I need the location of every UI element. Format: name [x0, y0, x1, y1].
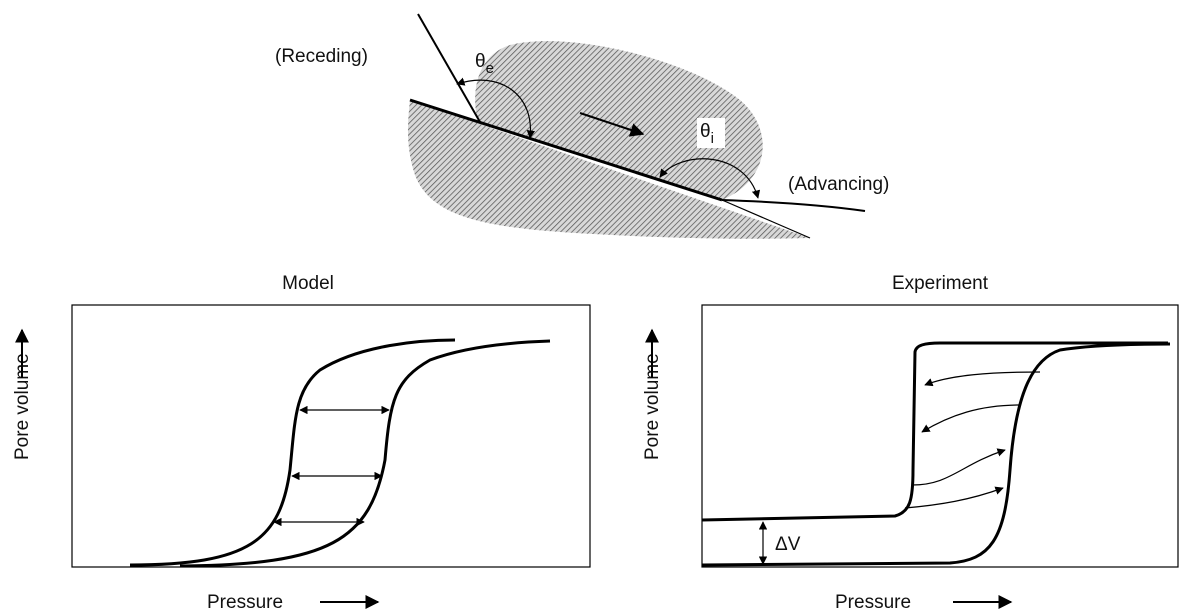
- substrate-line: [721, 199, 866, 212]
- theta-subscript: i: [711, 130, 714, 147]
- delta-v-label: ΔV: [775, 534, 801, 555]
- advancing-label: (Advancing): [788, 174, 889, 195]
- theta-e-arc: [456, 77, 536, 139]
- curve: [701, 342, 1171, 567]
- model-panel: Model Pore volume Pressure: [12, 273, 591, 611]
- y-axis-label: Pore volume: [12, 353, 33, 460]
- theta-i-label: θi: [700, 121, 714, 147]
- panel-title: Model: [282, 273, 334, 294]
- receding-label: (Receding): [275, 46, 368, 67]
- plot-frame: [701, 304, 1179, 568]
- scanning-curve: [904, 486, 1004, 509]
- theta-subscript: e: [486, 60, 494, 77]
- x-axis-label: Pressure: [835, 592, 911, 611]
- y-axis-label: Pore volume: [642, 353, 663, 460]
- theta-symbol: θ: [700, 121, 711, 142]
- panel-title: Experiment: [892, 273, 989, 294]
- surface-edge: [721, 199, 811, 239]
- scanning-curve: [911, 448, 1006, 486]
- curve: [129, 338, 456, 567]
- scanning-curve: [921, 404, 1021, 433]
- theta-symbol: θ: [475, 51, 486, 72]
- curve: [179, 339, 551, 568]
- experiment-panel: Experiment ΔV Pore volume Pressure: [642, 273, 1179, 611]
- theta-e-label: θe: [475, 51, 494, 77]
- plot-frame: [71, 304, 591, 568]
- curve: [701, 341, 1168, 522]
- label-box: [697, 118, 725, 148]
- contact-angle-diagram: (Receding) θe θi (Advancing): [275, 13, 889, 239]
- scanning-curve: [924, 371, 1041, 387]
- theta-i-arc: [659, 158, 761, 199]
- x-axis-label: Pressure: [207, 592, 283, 611]
- motion-arrow: [579, 112, 645, 137]
